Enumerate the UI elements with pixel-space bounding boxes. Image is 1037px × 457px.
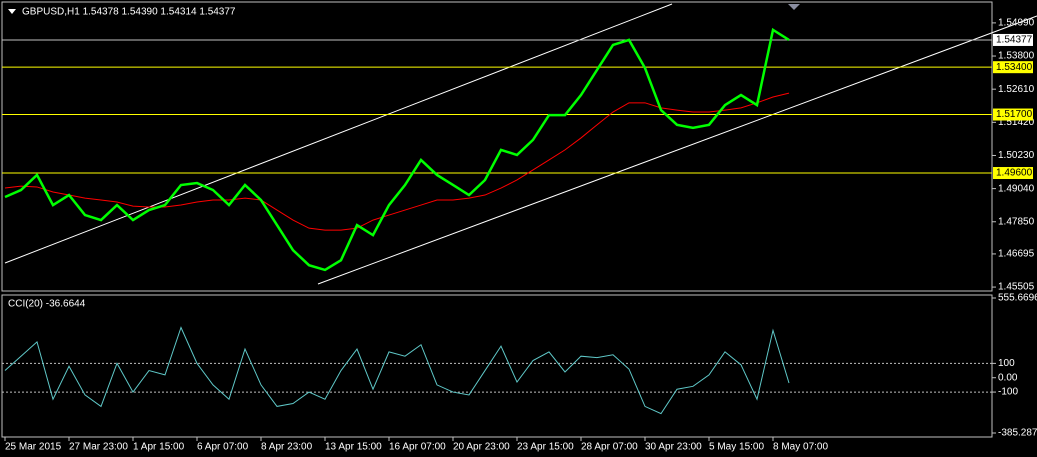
main-panel [1,1,993,292]
series-line [4,27,790,272]
main-title: GBPUSD,H1 1.54378 1.54390 1.54314 1.5437… [22,7,236,18]
current-price-label: 1.54377 [996,35,1033,46]
level-label-bg [993,167,1033,180]
menu-icon [8,9,16,14]
x-tick-label: 16 Apr 07:00 [389,442,446,453]
series-line [4,326,790,415]
x-tick-label: 25 Mar 2015 [5,442,62,453]
y-tick-label: 100 [998,358,1015,369]
current-price-bg [993,33,1033,46]
x-tick-label: 27 Mar 23:00 [69,442,128,453]
y-tick-label: 1.50230 [998,150,1035,161]
level-label-bg [993,61,1033,74]
y-tick-label: 555.6696 [998,293,1037,304]
x-tick-label: 6 Apr 07:00 [197,442,249,453]
y-tick-label: 1.46695 [998,249,1035,260]
level-label: 1.49600 [996,168,1033,179]
y-tick-label: 0.00 [998,372,1018,383]
y-tick-label: -385.2873 [998,428,1037,439]
y-tick-label: 1.51420 [998,117,1035,128]
x-tick-label: 28 Apr 07:00 [581,442,638,453]
level-label: 1.51700 [996,109,1033,120]
y-tick-label: -100 [998,387,1018,398]
x-tick-label: 20 Apr 23:00 [453,442,510,453]
cci-panel [1,294,993,438]
x-tick-label: 1 Apr 15:00 [133,442,185,453]
channel-lower [317,15,1037,285]
level-label-bg [993,108,1033,121]
y-tick-label: 1.49040 [998,183,1035,194]
cci-title: CCI(20) -36.6644 [8,299,86,310]
x-tick-label: 8 Apr 23:00 [261,442,313,453]
y-tick-label: 1.54990 [998,18,1035,29]
y-tick-label: 1.53800 [998,51,1035,62]
shift-marker [788,4,800,10]
y-tick-label: 1.45505 [998,282,1035,293]
y-tick-label: 1.52610 [998,84,1035,95]
level-label: 1.53400 [996,62,1033,73]
x-tick-label: 30 Apr 23:00 [645,442,702,453]
x-tick-label: 5 May 15:00 [709,442,764,453]
x-tick-label: 8 May 07:00 [773,442,828,453]
x-tick-label: 13 Apr 15:00 [325,442,382,453]
series-line [4,92,790,231]
channel-upper [4,3,673,264]
x-tick-label: 23 Apr 15:00 [517,442,574,453]
y-tick-label: 1.47850 [998,216,1035,227]
